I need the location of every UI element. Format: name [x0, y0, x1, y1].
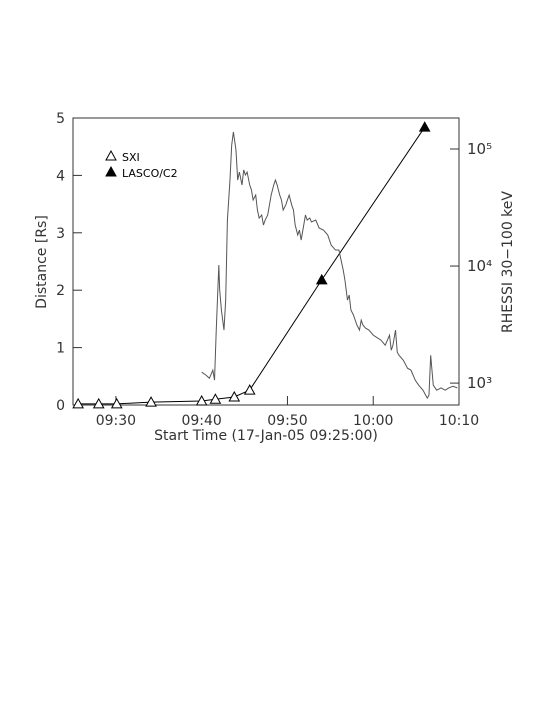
y-tick-label: 5 — [56, 111, 65, 127]
x-tick-label: 10:00 — [353, 413, 393, 429]
marker — [228, 390, 241, 402]
x-tick-label: 09:40 — [181, 413, 221, 429]
x-tick-label: 09:30 — [96, 413, 136, 429]
series-line — [321, 126, 426, 281]
y-tick-label: 3 — [56, 226, 65, 242]
marker — [72, 397, 84, 409]
connector — [249, 279, 323, 391]
marker — [209, 393, 222, 404]
legend-marker — [105, 165, 117, 177]
marker — [145, 396, 157, 407]
y2-tick-label: 10⁴ — [467, 257, 492, 275]
flux-line — [201, 131, 458, 400]
marker — [418, 121, 431, 132]
y-tick-label: 1 — [56, 341, 65, 357]
series-line — [78, 389, 250, 405]
legend-marker — [105, 149, 117, 161]
legend-label: SXI — [122, 151, 140, 164]
marker — [110, 397, 123, 409]
y2-tick-label: 10⁵ — [467, 140, 492, 158]
y2-axis-label: RHESSI 30−100 keV — [500, 191, 516, 333]
marker — [195, 394, 208, 406]
x-axis-label: Start Time (17-Jan-05 09:25:00) — [154, 428, 378, 444]
y-tick-label: 4 — [56, 168, 65, 184]
marker — [315, 273, 328, 285]
x-tick-label: 09:50 — [267, 413, 307, 429]
legend-label: LASCO/C2 — [122, 167, 178, 180]
marker — [92, 397, 105, 409]
y-tick-label: 0 — [56, 398, 65, 414]
y-tick-label: 2 — [56, 283, 65, 299]
x-tick-label: 10:10 — [439, 413, 479, 429]
marker — [243, 384, 256, 395]
plot-frame — [72, 117, 460, 406]
y2-tick-label: 10³ — [467, 374, 492, 392]
y-axis-label: Distance [Rs] — [34, 215, 50, 309]
